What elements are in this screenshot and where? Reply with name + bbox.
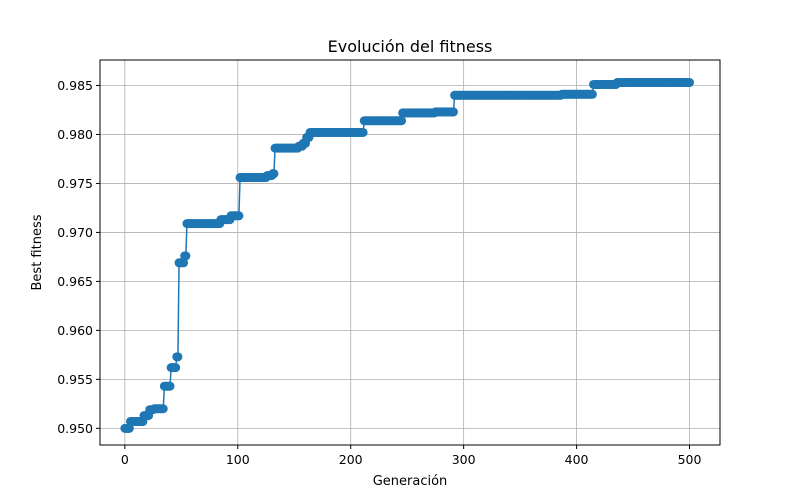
data-point <box>165 381 175 391</box>
x-tick-label: 300 <box>452 452 476 467</box>
chart-title: Evolución del fitness <box>328 37 493 56</box>
data-point <box>587 89 597 99</box>
x-tick-label: 500 <box>678 452 702 467</box>
data-point <box>158 404 168 414</box>
y-tick-label: 0.955 <box>57 372 93 387</box>
data-point <box>234 211 244 221</box>
x-tick-label: 0 <box>121 452 129 467</box>
axes-frame <box>99 59 721 446</box>
data-point <box>173 352 183 362</box>
data-point <box>171 363 181 373</box>
data-point <box>397 116 407 126</box>
y-tick-label: 0.985 <box>57 78 93 93</box>
y-tick-label: 0.980 <box>57 127 93 142</box>
x-tick-label: 100 <box>226 452 250 467</box>
y-tick-label: 0.965 <box>57 274 93 289</box>
x-tick-label: 200 <box>339 452 363 467</box>
y-tick-label: 0.975 <box>57 176 93 191</box>
data-point <box>179 258 189 268</box>
x-axis-label: Generación <box>373 474 448 489</box>
data-point <box>358 127 368 137</box>
data-point <box>181 251 191 261</box>
series-markers <box>120 78 695 433</box>
axis-ticks: 0 100 200 300 400 500 0.950 0.955 0.960 0.965 0.97… <box>57 78 701 467</box>
y-axis-label: Best fitness <box>30 214 45 290</box>
data-point <box>124 423 134 433</box>
y-tick-label: 0.960 <box>57 323 93 338</box>
data-point <box>448 107 458 117</box>
y-tick-label: 0.950 <box>57 421 93 436</box>
x-tick-label: 400 <box>565 452 589 467</box>
y-tick-label: 0.970 <box>57 225 93 240</box>
data-point <box>685 78 695 88</box>
data-point <box>269 169 279 179</box>
